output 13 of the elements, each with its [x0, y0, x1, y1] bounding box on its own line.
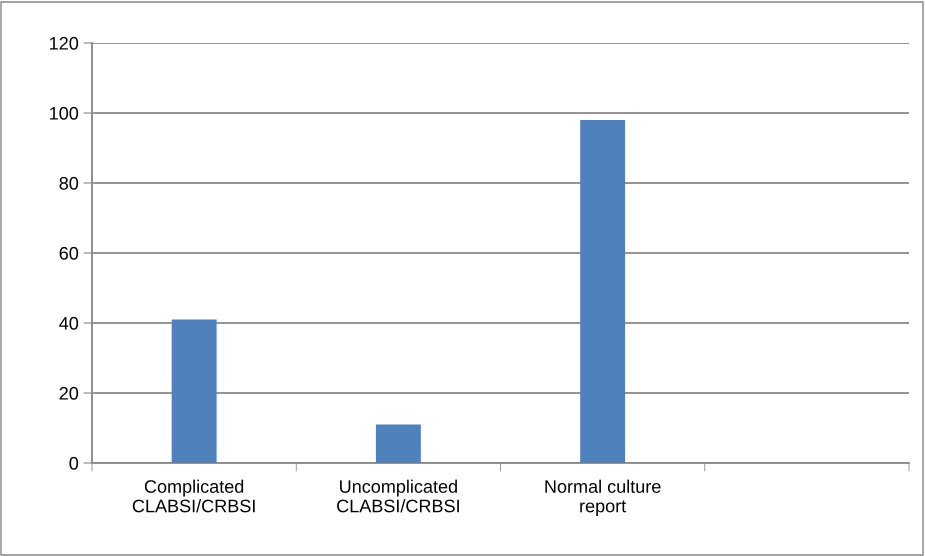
y-tick-label: 100	[50, 106, 78, 120]
y-tick-label: 20	[60, 386, 78, 400]
x-tick-label: Normal culture report	[545, 480, 661, 516]
bar	[376, 424, 421, 463]
y-tick-label: 40	[59, 316, 78, 330]
bar	[172, 320, 217, 463]
x-tick-label: Uncomplicated CLABSI/CRBSI	[337, 480, 459, 512]
y-tick-label: 0	[69, 456, 78, 470]
x-tick-label: Complicated CLABSI/CRBSI	[132, 480, 255, 512]
y-tick-label: 60	[60, 246, 78, 260]
y-tick-label: 80	[60, 176, 78, 190]
y-tick-label: 120	[50, 36, 78, 50]
bar	[580, 120, 626, 463]
